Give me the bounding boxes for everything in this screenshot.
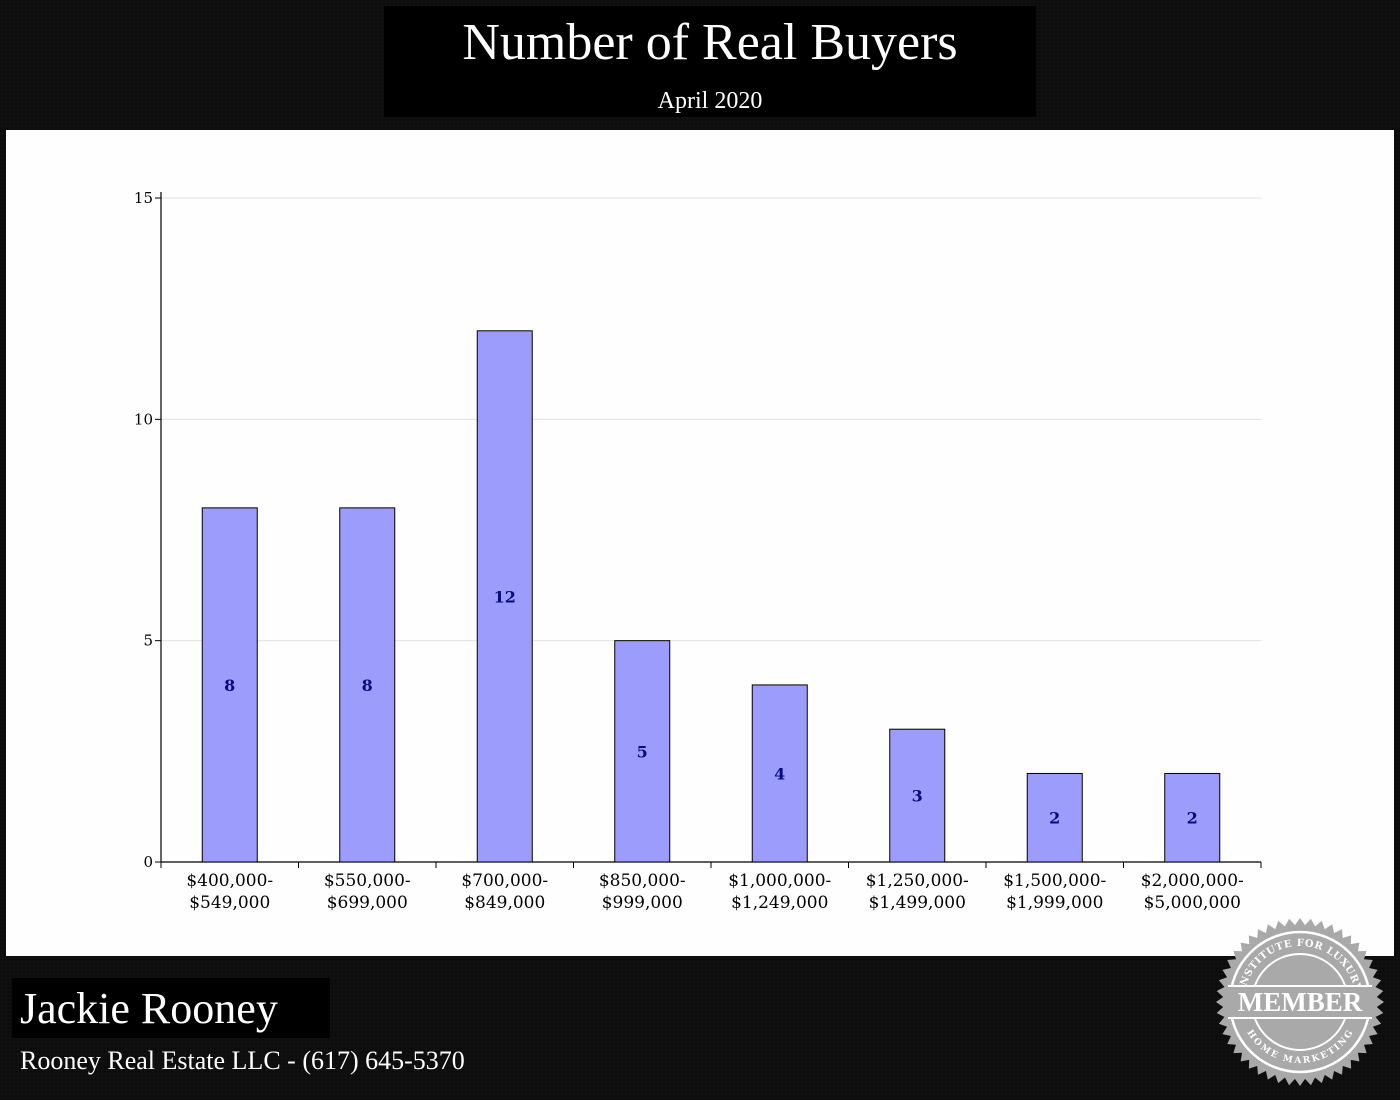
bar (476, 330, 533, 863)
x-tick-label: $850,000- (599, 871, 686, 891)
agent-name: Jackie Rooney (20, 984, 278, 1033)
y-tick-label: 15 (134, 189, 153, 207)
y-tick-label: 5 (143, 632, 153, 650)
x-tick-label: $5,000,000 (1144, 893, 1241, 913)
bar (339, 507, 396, 863)
bar (201, 507, 258, 863)
x-tick-label: $999,000 (602, 893, 683, 913)
bar-data-label: 2 (1049, 809, 1060, 828)
title-banner: Number of Real Buyers April 2020 (384, 6, 1036, 117)
bar-data-label: 8 (224, 676, 235, 695)
bar-data-label: 8 (362, 676, 373, 695)
x-tick-label: $549,000 (189, 893, 270, 913)
bar (889, 728, 946, 863)
bar-data-label: 2 (1187, 809, 1198, 828)
x-tick-label: $1,499,000 (869, 893, 966, 913)
badge-center-text: MEMBER (1238, 987, 1363, 1017)
x-tick-label: $1,250,000- (866, 871, 969, 891)
bar-data-label: 12 (494, 587, 516, 606)
x-tick-label: $400,000- (186, 871, 273, 891)
x-tick-label: $2,000,000- (1141, 871, 1244, 891)
bar-data-label: 4 (774, 764, 785, 783)
chart-panel: 0 5 10 15 8 $400,000- $549,000 8 $550,000- $699,0… (6, 130, 1394, 956)
agent-name-box (12, 978, 330, 1038)
bar-chart: 0 5 10 15 8 $400,000-$549,000 8 $550,000-$699,0… (134, 189, 1262, 913)
x-tick-label: $1,500,000- (1003, 871, 1106, 891)
bar-data-label: 3 (912, 787, 923, 806)
bar (1026, 772, 1083, 863)
bar-data-label: 5 (637, 742, 648, 761)
chart-subtitle: April 2020 (657, 88, 763, 114)
x-tick-label: $1,999,000 (1006, 893, 1103, 913)
x-tick-label: $550,000- (324, 871, 411, 891)
bar (751, 684, 808, 863)
chart-title: Number of Real Buyers (462, 14, 958, 71)
member-seal-badge: INSTITUTE FOR LUXURY HOME MARKETING MEMB… (1216, 918, 1384, 1086)
y-tick-label: 10 (134, 410, 153, 428)
x-tick-label: $1,000,000- (728, 871, 831, 891)
bar (1164, 772, 1221, 863)
agent-company-phone: Rooney Real Estate LLC - (617) 645-5370 (20, 1046, 465, 1075)
y-tick-label: 0 (143, 853, 153, 871)
x-tick-label: $700,000- (461, 871, 548, 891)
x-tick-label: $699,000 (327, 893, 408, 913)
bar (614, 640, 671, 863)
x-tick-label: $849,000 (464, 893, 545, 913)
x-tick-label: $1,249,000 (731, 893, 828, 913)
